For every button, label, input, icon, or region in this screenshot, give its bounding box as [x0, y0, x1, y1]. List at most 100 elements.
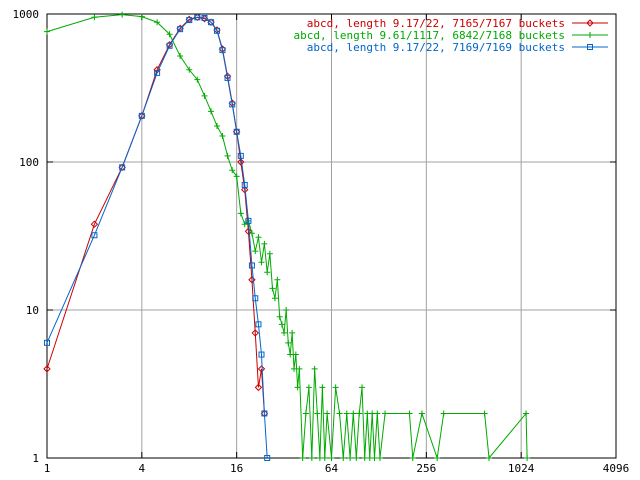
series-2-point: [271, 295, 278, 302]
legend-marker-2: [587, 32, 593, 38]
series-3-point: [264, 455, 271, 461]
series-2-point: [340, 455, 347, 461]
series-2-point: [208, 108, 215, 115]
series-3-point: [261, 410, 268, 417]
series-3-point: [245, 217, 252, 224]
series-2-point: [382, 410, 389, 417]
series-1-point: [251, 329, 259, 337]
series-2-point: [369, 410, 376, 417]
series-3: [44, 14, 271, 461]
series-2-point: [336, 410, 343, 417]
series-3-point: [248, 262, 255, 269]
series-3-point: [186, 17, 193, 24]
series-2-point: [258, 259, 265, 266]
series-2-point: [350, 410, 357, 417]
series-2-point: [376, 455, 383, 461]
y-tick-label: 1000: [13, 8, 40, 21]
series-2-point: [359, 384, 366, 391]
series-3-point: [237, 152, 244, 159]
x-tick-label: 1: [44, 462, 51, 475]
series-3-point: [201, 14, 208, 21]
series-2-point: [154, 19, 161, 26]
series-3-point: [166, 42, 173, 49]
series-3-point: [229, 101, 236, 108]
series-layer: [43, 11, 531, 461]
series-2-point: [194, 76, 201, 83]
series-3-point: [44, 339, 50, 346]
series-3-point: [154, 69, 161, 76]
series-3-point: [91, 232, 98, 239]
series-1-point: [237, 158, 245, 166]
series-3-point: [252, 295, 259, 302]
series-2-point: [440, 410, 447, 417]
series-2-point: [91, 14, 98, 21]
series-2-point: [229, 167, 236, 174]
series-2-point: [219, 132, 226, 139]
series-1-point: [90, 220, 99, 228]
series-2-point: [138, 13, 145, 20]
series-1-point: [244, 227, 253, 236]
series-2-point: [486, 455, 493, 461]
series-2-point: [523, 410, 530, 417]
series-2: [44, 11, 531, 461]
legend: abcd, length 9.17/22, 7165/7167 bucketsa…: [293, 17, 608, 54]
x-tick-label: 64: [325, 462, 339, 475]
series-3-point: [177, 26, 184, 33]
series-2-point: [119, 11, 126, 18]
series-2-point: [261, 240, 268, 247]
grid: [47, 14, 616, 458]
series-2-point: [266, 250, 273, 257]
series-1-point: [241, 185, 249, 194]
legend-marker-1: [586, 19, 594, 27]
series-2-point: [287, 351, 294, 358]
series-2-point: [418, 410, 425, 417]
legend-label-3: abcd, length 9.17/22, 7169/7169 buckets: [307, 41, 565, 54]
series-2-point: [255, 234, 262, 241]
series-2-point: [281, 329, 288, 336]
series-2-point: [213, 123, 220, 130]
series-3-point: [255, 321, 262, 328]
series-2-point: [264, 269, 271, 276]
series-2-point: [292, 351, 299, 358]
series-3-point: [213, 27, 220, 34]
series-2-point: [289, 329, 296, 336]
series-2-point: [409, 455, 416, 461]
series-2-point: [374, 410, 381, 417]
series-2-point: [291, 365, 298, 372]
series-2-point: [311, 365, 318, 372]
x-tick-label: 16: [230, 462, 243, 475]
series-2-point: [233, 173, 240, 180]
series-2-point: [237, 210, 244, 217]
y-tick-label: 100: [19, 156, 39, 169]
legend-label-2: abcd, length 9.61/1117, 6842/7168 bucket…: [293, 29, 565, 42]
series-2-point: [44, 28, 50, 35]
series-2-point: [314, 410, 321, 417]
series-2-point: [371, 455, 378, 461]
series-1-point: [257, 365, 266, 373]
series-2-point: [296, 365, 303, 372]
series-2-point: [177, 53, 184, 60]
series-2-point: [278, 321, 285, 328]
series-3-point: [241, 181, 248, 188]
series-3-line: [46, 16, 268, 459]
x-tick-label: 1024: [508, 462, 535, 475]
series-2-point: [343, 410, 350, 417]
legend-label-1: abcd, length 9.17/22, 7165/7167 buckets: [307, 17, 565, 30]
series-2-point: [276, 313, 283, 320]
y-tick-label: 1: [32, 452, 39, 465]
legend-marker-3: [587, 44, 593, 50]
series-2-point: [283, 307, 290, 313]
series-2-point: [321, 455, 328, 461]
series-2-point: [524, 455, 531, 461]
series-2-point: [248, 230, 255, 237]
series-3-point: [194, 14, 201, 21]
series-2-point: [274, 276, 281, 283]
series-2-point: [201, 92, 208, 99]
series-2-point: [353, 455, 360, 461]
y-tick-label: 10: [26, 304, 39, 317]
series-2-point: [294, 384, 301, 391]
series-2-point: [324, 410, 331, 417]
series-2-point: [299, 455, 306, 461]
